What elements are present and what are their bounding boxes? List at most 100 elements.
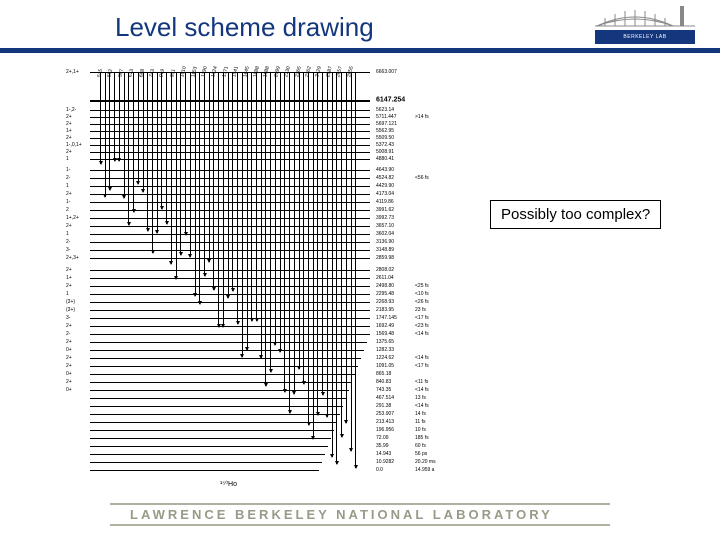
- level-line: [90, 110, 370, 111]
- transition-line: [171, 72, 172, 264]
- transition-line: [209, 72, 210, 262]
- arrowhead-icon: [269, 369, 273, 373]
- transition-line: [228, 72, 229, 298]
- level-line: [90, 117, 370, 118]
- lifetime-label: 10 fs: [415, 427, 426, 433]
- spin-label: 2+: [66, 355, 72, 361]
- level-line: [90, 438, 331, 439]
- transition-line: [303, 72, 304, 384]
- level-line: [90, 218, 370, 219]
- spin-label: 1: [66, 231, 69, 237]
- transition-line: [336, 72, 337, 464]
- transition-line: [218, 72, 219, 327]
- spin-label: 2+: [66, 223, 72, 229]
- berkeley-lab-logo: BERKELEY LAB: [595, 6, 695, 44]
- transition-line: [270, 72, 271, 372]
- transition-line: [119, 72, 120, 161]
- arrowhead-icon: [99, 161, 103, 165]
- arrowhead-icon: [188, 254, 192, 258]
- lifetime-label: 14 fs: [415, 411, 426, 417]
- transition-line: [242, 72, 243, 357]
- lifetime-label: <26 fs: [415, 299, 429, 305]
- arrowhead-icon: [207, 259, 211, 263]
- page-title: Level scheme drawing: [115, 12, 374, 43]
- transition-line: [322, 72, 323, 395]
- arrowhead-icon: [151, 250, 155, 254]
- spin-label: 2+: [66, 121, 72, 127]
- arrowhead-icon: [344, 420, 348, 424]
- energy-label: 6147.254: [376, 97, 405, 104]
- energy-label: 3991.62: [376, 207, 394, 213]
- arrowhead-icon: [146, 228, 150, 232]
- energy-label: 3992.73: [376, 215, 394, 221]
- level-line: [90, 422, 337, 423]
- arrowhead-icon: [165, 221, 169, 225]
- energy-label: 6663.007: [376, 69, 397, 75]
- level-line: [90, 234, 370, 235]
- transition-line: [128, 72, 129, 225]
- level-line: [90, 124, 370, 125]
- transition-energy-label: 1290: [200, 66, 209, 78]
- transition-line: [351, 72, 352, 451]
- callout-box: Possibly too complex?: [490, 200, 661, 229]
- energy-label: 865.18: [376, 371, 391, 377]
- transition-line: [147, 72, 148, 231]
- level-line: [90, 100, 370, 102]
- arrowhead-icon: [141, 189, 145, 193]
- lifetime-label: 23 fs: [415, 307, 426, 313]
- spin-label: 1-: [66, 167, 70, 173]
- transition-line: [190, 72, 191, 257]
- transition-line: [124, 72, 125, 198]
- transition-line: [346, 72, 347, 423]
- transition-line: [232, 72, 233, 291]
- level-line: [90, 138, 370, 139]
- level-line: [90, 414, 340, 415]
- energy-label: 4119.86: [376, 199, 394, 205]
- arrowhead-icon: [127, 222, 131, 226]
- lifetime-label: 13 fs: [415, 395, 426, 401]
- level-line: [90, 390, 349, 391]
- level-line: [90, 462, 322, 463]
- arrowhead-icon: [349, 448, 353, 452]
- arrowhead-icon: [155, 230, 159, 234]
- arrowhead-icon: [108, 187, 112, 191]
- footer-text: LAWRENCE BERKELEY NATIONAL LABORATORY: [130, 507, 553, 522]
- transition-line: [317, 72, 318, 415]
- level-line: [90, 131, 370, 132]
- level-line: [90, 250, 370, 251]
- spin-label: 2+: [66, 339, 72, 345]
- transition-line: [261, 72, 262, 358]
- lifetime-label: <14 fs: [415, 403, 429, 409]
- spin-label: 2+: [66, 135, 72, 141]
- arrowhead-icon: [212, 287, 216, 291]
- transition-line: [204, 72, 205, 276]
- lifetime-label: 11 fs: [415, 419, 425, 425]
- transition-line: [138, 72, 139, 184]
- energy-label: 5697.121: [376, 121, 397, 127]
- spin-label: 3-: [66, 247, 70, 253]
- transition-line: [157, 72, 158, 233]
- spin-label: 1: [66, 291, 69, 297]
- spin-label: 2+: [66, 379, 72, 385]
- spin-label: 2+: [66, 149, 72, 155]
- energy-label: 14.943: [376, 451, 391, 457]
- lifetime-label: <56 fs: [415, 175, 429, 181]
- logo-building-icon: [595, 6, 695, 28]
- spin-label: (3+): [66, 299, 75, 305]
- spin-label: 2+,3+: [66, 255, 79, 261]
- lifetime-label: <10 fs: [415, 291, 429, 297]
- energy-label: 213.413: [376, 419, 394, 425]
- level-line: [90, 374, 355, 375]
- spin-label: 2+: [66, 114, 72, 120]
- level-line: [90, 302, 370, 303]
- transition-line: [284, 72, 285, 392]
- transition-energy-label: 743: [148, 68, 156, 78]
- energy-label: 4643.90: [376, 167, 394, 173]
- spin-label: 2+: [66, 191, 72, 197]
- energy-label: 2268.93: [376, 299, 394, 305]
- arrowhead-icon: [160, 206, 164, 210]
- level-line: [90, 326, 370, 327]
- energy-label: 4173.04: [376, 191, 394, 197]
- arrowhead-icon: [255, 318, 259, 322]
- arrowhead-icon: [179, 252, 183, 256]
